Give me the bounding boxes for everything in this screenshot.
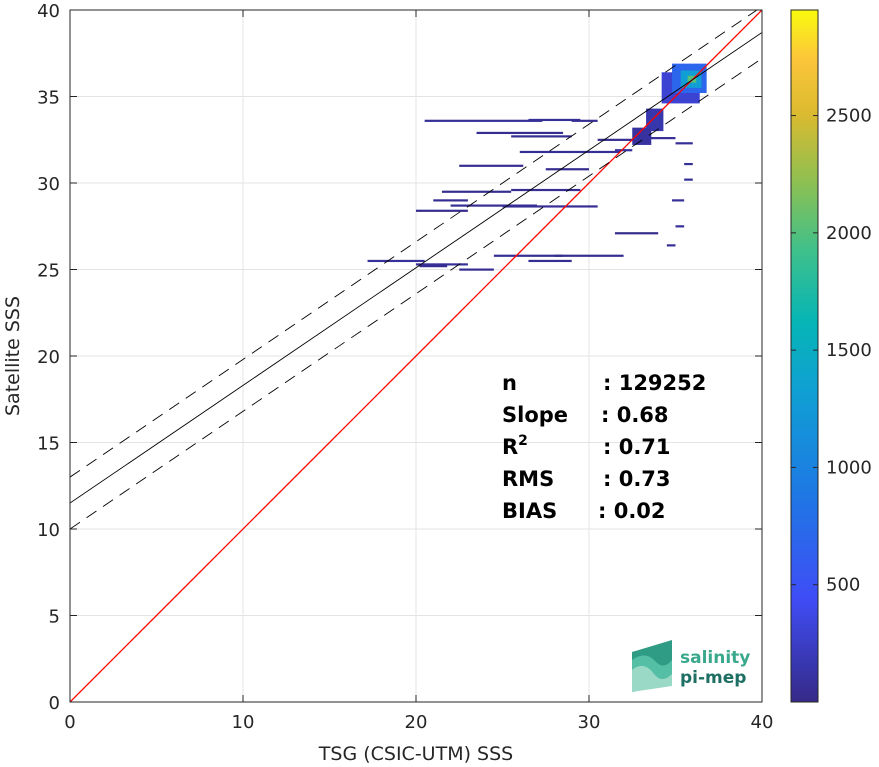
heatmap-segment bbox=[419, 265, 448, 268]
stat-label: RMS bbox=[502, 467, 554, 491]
heatmap-segment bbox=[511, 135, 572, 138]
heatmap-segment bbox=[545, 168, 589, 171]
stat-superscript: 2 bbox=[518, 433, 528, 449]
colorbar bbox=[790, 9, 819, 703]
heatmap-segment bbox=[416, 209, 468, 212]
heatmap-segment bbox=[502, 205, 598, 208]
heatmap-segment bbox=[528, 259, 572, 263]
heatmap-segment bbox=[459, 268, 494, 271]
heatmap-cluster bbox=[646, 108, 664, 132]
logo-line1: salinity bbox=[680, 648, 750, 668]
y-tick-label: 35 bbox=[37, 88, 60, 109]
x-axis-label: TSG (CSIC-UTM) SSS bbox=[318, 743, 513, 765]
heatmap-segment bbox=[511, 188, 581, 192]
x-tick-label: 0 bbox=[64, 712, 75, 733]
heatmap-segment bbox=[684, 162, 693, 166]
colorbar-tick-label: 1500 bbox=[826, 340, 872, 361]
stat-value: : 0.02 bbox=[598, 499, 666, 523]
heatmap-segment bbox=[433, 199, 468, 202]
heatmap-segment bbox=[416, 263, 468, 266]
regression-lines bbox=[70, 10, 762, 702]
heatmap-segment bbox=[528, 118, 581, 122]
heatmap-segment bbox=[450, 204, 538, 207]
x-tick-label: 20 bbox=[405, 712, 428, 733]
y-tick-label: 30 bbox=[37, 174, 60, 195]
heatmap-segment bbox=[554, 254, 624, 257]
heatmap-segment bbox=[459, 164, 524, 167]
x-tick-label: 30 bbox=[578, 712, 601, 733]
colorbar-tick-label: 2500 bbox=[826, 106, 872, 127]
logo-line2: pi-mep bbox=[680, 668, 746, 688]
heatmap-segment bbox=[476, 131, 564, 135]
heatmap-cluster bbox=[632, 127, 652, 145]
heatmap-segment bbox=[367, 259, 425, 263]
y-tick-label: 15 bbox=[37, 434, 60, 455]
stat-label: n bbox=[502, 371, 517, 395]
x-axis-ticks: 0 10 20 30 40 bbox=[64, 10, 773, 733]
heatmap-segment bbox=[519, 150, 621, 154]
y-tick-label: 10 bbox=[37, 520, 60, 541]
heatmap-segment bbox=[571, 119, 598, 122]
stat-value: : 0.68 bbox=[601, 403, 669, 427]
identity-line bbox=[70, 10, 762, 702]
heatmap-segment bbox=[597, 138, 638, 141]
colorbar-tick-label: 500 bbox=[826, 575, 860, 596]
stat-value: : 0.71 bbox=[603, 435, 671, 459]
heatmap-segment bbox=[675, 142, 693, 145]
stat-value: : 0.73 bbox=[603, 467, 671, 491]
y-axis-label: Satellite SSS bbox=[2, 296, 24, 416]
salinity-pimep-logo: salinity pi-mep bbox=[632, 640, 750, 692]
heatmap-segment bbox=[672, 199, 685, 202]
stat-label: Slope bbox=[502, 403, 568, 427]
heatmap-segment bbox=[424, 119, 543, 122]
heatmap-segment bbox=[441, 190, 512, 193]
heatmap-segment bbox=[614, 149, 633, 152]
heatmap-segment bbox=[649, 137, 676, 140]
colorbar-ticks: 500 1000 1500 2000 2500 bbox=[791, 106, 872, 596]
logo-waves-icon bbox=[632, 640, 672, 692]
y-tick-label: 20 bbox=[37, 347, 60, 368]
colorbar-tick-label: 1000 bbox=[826, 457, 872, 478]
regression-fit-line bbox=[70, 32, 762, 504]
y-axis-ticks: 0 5 10 15 20 25 30 35 40 bbox=[37, 1, 762, 714]
heatmap-segment bbox=[666, 244, 676, 247]
y-tick-label: 0 bbox=[49, 693, 60, 714]
x-tick-label: 10 bbox=[232, 712, 255, 733]
heatmap-segment bbox=[675, 225, 685, 228]
y-tick-label: 25 bbox=[37, 261, 60, 282]
heatmap-segment bbox=[614, 232, 659, 235]
y-tick-label: 5 bbox=[49, 607, 60, 628]
heatmap-segment bbox=[684, 178, 693, 181]
colorbar-tick-label: 2000 bbox=[826, 223, 872, 244]
stat-label: BIAS bbox=[502, 499, 557, 523]
heatmap-segment bbox=[493, 254, 564, 257]
x-tick-label: 40 bbox=[751, 712, 774, 733]
y-tick-label: 40 bbox=[37, 1, 60, 22]
stat-value: : 129252 bbox=[603, 371, 706, 395]
